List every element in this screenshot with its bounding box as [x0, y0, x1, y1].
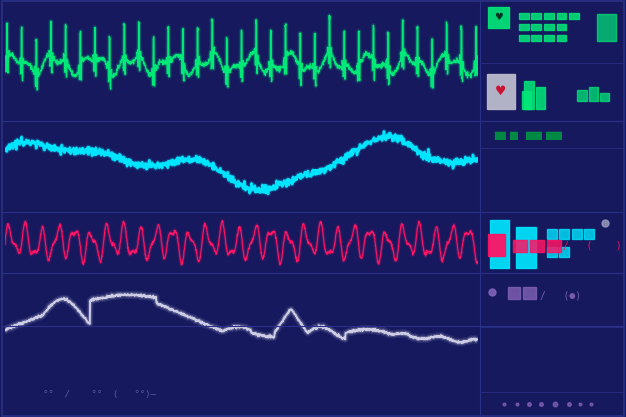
- Bar: [544, 13, 554, 19]
- Bar: [516, 227, 536, 268]
- Bar: [536, 87, 545, 109]
- Bar: [559, 229, 569, 239]
- Text: ███ ██  ████ ████: ███ ██ ████ ████: [494, 131, 562, 140]
- Bar: [531, 13, 541, 19]
- Bar: [488, 234, 505, 256]
- Text: ♥: ♥: [495, 13, 503, 23]
- Text: /   (●): / (●): [540, 291, 581, 301]
- Bar: [546, 246, 557, 257]
- Bar: [572, 229, 582, 239]
- Bar: [531, 24, 541, 30]
- Text: ♥: ♥: [495, 85, 506, 98]
- Bar: [530, 240, 544, 252]
- Bar: [531, 35, 541, 41]
- Bar: [519, 24, 528, 30]
- Bar: [588, 87, 598, 101]
- Bar: [546, 240, 561, 252]
- Bar: [508, 287, 520, 299]
- Text: /   (    ): / ( ): [563, 240, 622, 250]
- Bar: [584, 229, 594, 239]
- Bar: [488, 7, 509, 28]
- Bar: [557, 35, 567, 41]
- Bar: [544, 35, 554, 41]
- Bar: [487, 74, 515, 109]
- Bar: [523, 287, 536, 299]
- Bar: [519, 13, 528, 19]
- Bar: [600, 93, 610, 101]
- Bar: [559, 246, 569, 257]
- Text: °°  /    °°  (   °°)—: °° / °° ( °°)—: [43, 389, 156, 399]
- Bar: [544, 24, 554, 30]
- Bar: [557, 24, 567, 30]
- Bar: [490, 220, 509, 268]
- Bar: [525, 81, 534, 109]
- Bar: [519, 35, 528, 41]
- Bar: [577, 90, 587, 101]
- Bar: [597, 14, 617, 41]
- Bar: [557, 13, 567, 19]
- Bar: [521, 91, 531, 109]
- Bar: [569, 13, 579, 19]
- Bar: [546, 229, 557, 239]
- Bar: [513, 240, 527, 252]
